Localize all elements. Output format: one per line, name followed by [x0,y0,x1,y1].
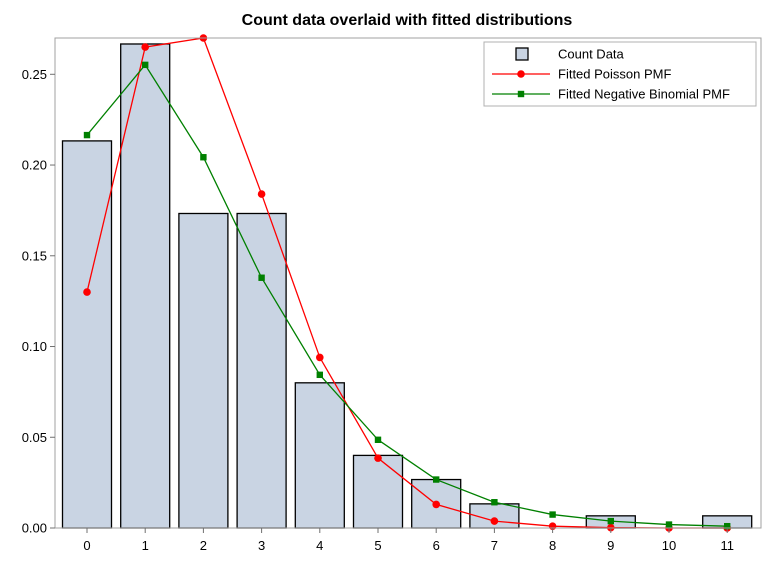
x-tick-label: 2 [200,538,207,553]
x-tick-label: 4 [316,538,323,553]
y-tick-label: 0.20 [22,158,47,173]
x-tick-label: 8 [549,538,556,553]
x-tick-label: 3 [258,538,265,553]
negbin-point-6 [433,476,440,483]
bar-4 [294,382,345,529]
bar-0 [61,140,113,529]
poisson-point-5 [374,454,382,462]
x-tick-label: 6 [433,538,440,553]
legend-label: Fitted Poisson PMF [558,67,671,82]
bar-1 [120,43,171,529]
bar-5 [352,454,404,529]
poisson-point-7 [490,517,499,525]
negbin-point-3 [258,274,265,281]
poisson-point-3 [257,190,266,198]
legend: Count Data Fitted Poisson PMF Fitted Negat… [483,41,757,107]
x-tick-label: 1 [142,538,149,553]
bar-3 [236,212,287,529]
legend-label: Fitted Negative Binomial PMF [558,87,730,102]
x-tick-label: 11 [720,538,734,553]
y-tick-label: 0.05 [22,430,47,445]
negbin-point-2 [200,154,207,161]
axes-layer: 0.00 0.05 0.10 0.15 0.20 0.25 0 1 2 3 4 5 6 7 8 9 10 11 [22,37,762,553]
y-tick-label: 0.25 [22,67,47,82]
y-tick-label: 0.00 [22,521,47,536]
poisson-point-4 [316,353,324,362]
bars-layer [61,43,753,529]
x-tick-label: 7 [491,538,498,553]
negbin-line [86,63,728,527]
x-tick-label: 10 [662,538,676,553]
negbin-point-9 [607,517,614,525]
x-tick-label: 0 [83,538,90,553]
negbin-point-11 [724,522,731,530]
x-tick-label: 9 [607,538,614,553]
legend-label: Count Data [558,47,625,62]
x-tick-label: 5 [374,538,381,553]
y-tick-label: 0.15 [22,248,47,263]
poisson-point-1 [141,43,149,51]
legend-marker-negbin [517,90,525,98]
negbin-point-0 [83,131,91,139]
negbin-point-5 [374,436,382,443]
poisson-point-6 [432,500,441,509]
negbin-point-7 [491,499,498,506]
bar-2 [178,212,229,529]
negbin-point-4 [316,371,323,379]
legend-swatch-count-data [515,47,529,61]
negbin-point-8 [549,511,556,518]
chart-title: Count data overlaid with fitted distribu… [242,12,573,29]
plot-frame [54,37,762,529]
negbin-point-10 [665,521,673,528]
poisson-point-0 [83,288,91,296]
y-tick-label: 0.10 [22,339,47,354]
legend-marker-poisson [517,70,525,78]
negbin-point-1 [142,61,149,69]
